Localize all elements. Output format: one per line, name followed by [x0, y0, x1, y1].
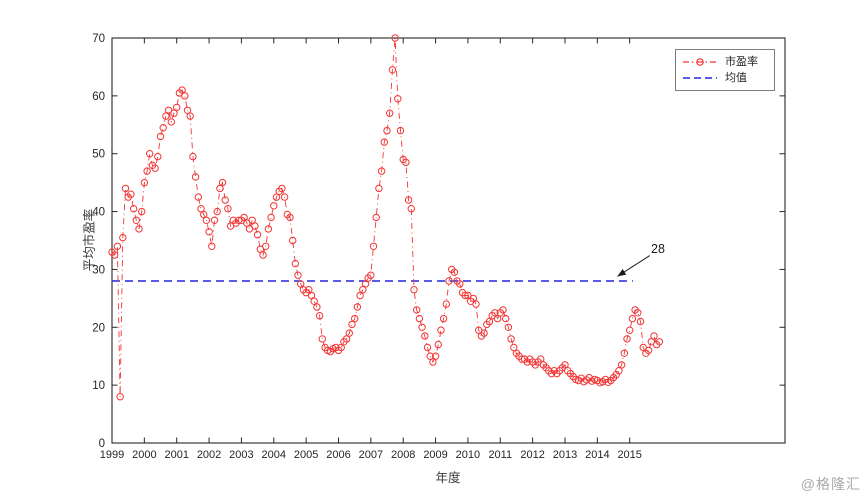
svg-text:2011: 2011: [488, 449, 512, 461]
svg-text:2003: 2003: [229, 449, 253, 461]
svg-text:2007: 2007: [359, 449, 383, 461]
legend: 市盈率 均值: [675, 49, 775, 91]
svg-text:2015: 2015: [617, 449, 641, 461]
svg-text:40: 40: [92, 207, 105, 219]
watermark: @格隆汇: [800, 476, 861, 492]
svg-text:2010: 2010: [456, 449, 480, 461]
svg-text:50: 50: [92, 149, 105, 161]
svg-text:2009: 2009: [423, 449, 447, 461]
svg-text:2005: 2005: [294, 449, 318, 461]
svg-text:2002: 2002: [197, 449, 221, 461]
svg-text:30: 30: [92, 264, 105, 276]
svg-text:2001: 2001: [164, 449, 188, 461]
svg-text:0: 0: [99, 438, 105, 450]
svg-text:2014: 2014: [585, 449, 609, 461]
svg-text:10: 10: [92, 380, 105, 392]
mean-annotation-label: 28: [651, 242, 665, 256]
svg-text:2012: 2012: [520, 449, 544, 461]
y-axis-label: 平均市盈率: [82, 208, 97, 272]
legend-entry-pe: 市盈率: [682, 55, 770, 69]
svg-text:60: 60: [92, 91, 105, 103]
svg-text:2006: 2006: [326, 449, 350, 461]
mean-series-swatch-icon: [683, 77, 717, 79]
svg-text:2008: 2008: [391, 449, 415, 461]
svg-text:70: 70: [92, 33, 105, 45]
legend-entry-mean: 均值: [682, 71, 770, 85]
svg-text:1999: 1999: [100, 449, 124, 461]
svg-text:2013: 2013: [553, 449, 577, 461]
x-axis-label: 年度: [435, 471, 461, 485]
svg-text:2004: 2004: [262, 449, 286, 461]
pe-series-swatch-icon: [683, 58, 717, 66]
legend-label-pe: 市盈率: [725, 55, 758, 68]
svg-text:2000: 2000: [132, 449, 156, 461]
legend-label-mean: 均值: [725, 71, 747, 84]
svg-text:20: 20: [92, 322, 105, 334]
